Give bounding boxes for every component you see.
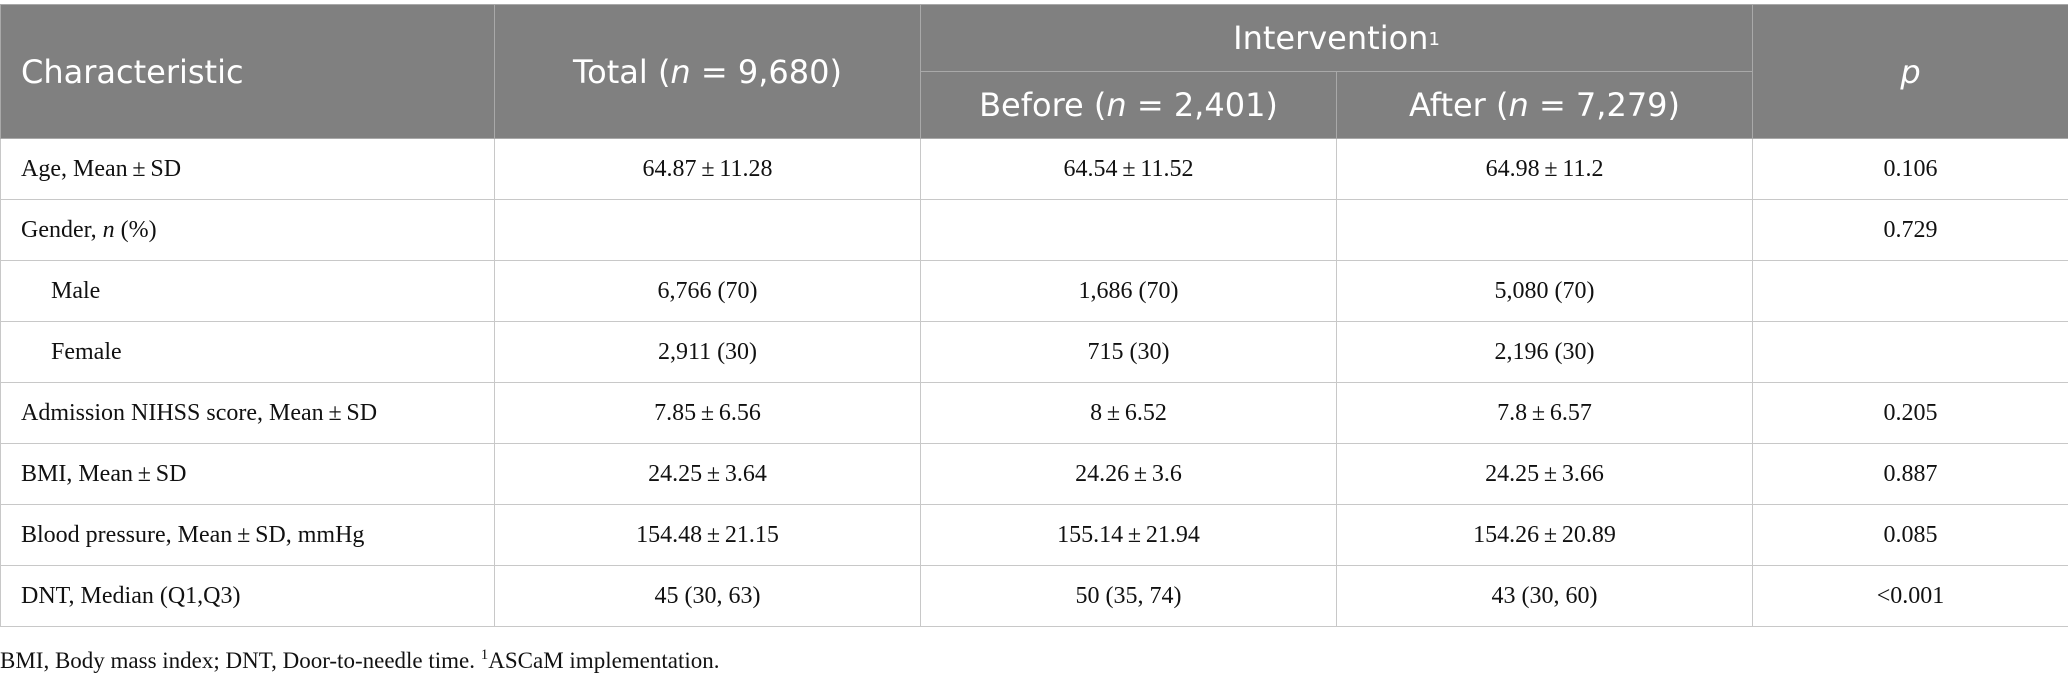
table-row-bmi: BMI, Mean ± SD 24.25 ± 3.64 24.26 ± 3.6 … — [0, 443, 2068, 505]
p-cell: 0.729 — [1752, 199, 2068, 261]
before-cell: 50 (35, 74) — [920, 565, 1337, 627]
p-cell — [1752, 260, 2068, 322]
p-cell: <0.001 — [1752, 565, 2068, 627]
total-cell: 64.87 ± 11.28 — [494, 138, 921, 200]
p-cell — [1752, 321, 2068, 383]
after-cell: 43 (30, 60) — [1335, 565, 1754, 627]
before-cell: 155.14 ± 21.94 — [920, 504, 1337, 566]
total-cell — [494, 199, 921, 261]
after-cell: 64.98 ± 11.2 — [1335, 138, 1754, 200]
before-cell — [920, 199, 1337, 261]
table-row-nihss: Admission NIHSS score, Mean ± SD 7.85 ± … — [0, 382, 2068, 444]
table-row-gender: Gender, n (%) 0.729 — [0, 199, 2068, 261]
intervention-footnote-marker: 1 — [1428, 29, 1440, 50]
after-cell: 7.8 ± 6.57 — [1335, 382, 1754, 444]
before-cell: 8 ± 6.52 — [920, 382, 1337, 444]
row-label: Blood pressure, Mean ± SD, mmHg — [0, 504, 495, 566]
after-cell — [1335, 199, 1754, 261]
after-cell: 5,080 (70) — [1335, 260, 1754, 322]
row-label: Admission NIHSS score, Mean ± SD — [0, 382, 495, 444]
header-p: p — [1752, 4, 2068, 139]
total-cell: 7.85 ± 6.56 — [494, 382, 921, 444]
p-cell: 0.205 — [1752, 382, 2068, 444]
row-label: BMI, Mean ± SD — [0, 443, 495, 505]
before-cell: 1,686 (70) — [920, 260, 1337, 322]
row-label: Gender, n (%) — [0, 199, 495, 261]
row-label: Male — [0, 260, 495, 322]
header-row-top: Characteristic Total (n = 9,680) Interve… — [0, 4, 2068, 139]
header-after: After (n = 7,279) — [1335, 71, 1754, 139]
header-total: Total (n = 9,680) — [494, 4, 921, 139]
footnote-marker: 1 — [480, 647, 489, 663]
after-cell: 2,196 (30) — [1335, 321, 1754, 383]
header-intervention: Intervention1 — [919, 4, 1754, 72]
before-cell: 24.26 ± 3.6 — [920, 443, 1337, 505]
characteristics-table: Characteristic Total (n = 9,680) Interve… — [0, 4, 2068, 627]
row-label: Age, Mean ± SD — [0, 138, 495, 200]
total-cell: 154.48 ± 21.15 — [494, 504, 921, 566]
table-footnote: BMI, Body mass index; DNT, Door-to-needl… — [0, 647, 720, 673]
total-cell: 24.25 ± 3.64 — [494, 443, 921, 505]
header-before: Before (n = 2,401) — [920, 71, 1337, 139]
table-row-female: Female 2,911 (30) 715 (30) 2,196 (30) — [0, 321, 2068, 383]
row-label: Female — [0, 321, 495, 383]
total-cell: 6,766 (70) — [494, 260, 921, 322]
p-cell: 0.106 — [1752, 138, 2068, 200]
after-cell: 154.26 ± 20.89 — [1335, 504, 1754, 566]
after-cell: 24.25 ± 3.66 — [1335, 443, 1754, 505]
total-cell: 2,911 (30) — [494, 321, 921, 383]
before-cell: 64.54 ± 11.52 — [920, 138, 1337, 200]
total-cell: 45 (30, 63) — [494, 565, 921, 627]
p-cell: 0.085 — [1752, 504, 2068, 566]
p-cell: 0.887 — [1752, 443, 2068, 505]
before-cell: 715 (30) — [920, 321, 1337, 383]
header-row-bottom: Before (n = 2,401) After (n = 7,279) — [1, 71, 2068, 139]
table-row-age: Age, Mean ± SD 64.87 ± 11.28 64.54 ± 11.… — [0, 138, 2068, 200]
table-row-blood-pressure: Blood pressure, Mean ± SD, mmHg 154.48 ±… — [0, 504, 2068, 566]
table-row-dnt: DNT, Median (Q1,Q3) 45 (30, 63) 50 (35, … — [0, 565, 2068, 627]
header-characteristic: Characteristic — [0, 4, 495, 139]
row-label: DNT, Median (Q1,Q3) — [0, 565, 495, 627]
table-row-male: Male 6,766 (70) 1,686 (70) 5,080 (70) — [0, 260, 2068, 322]
